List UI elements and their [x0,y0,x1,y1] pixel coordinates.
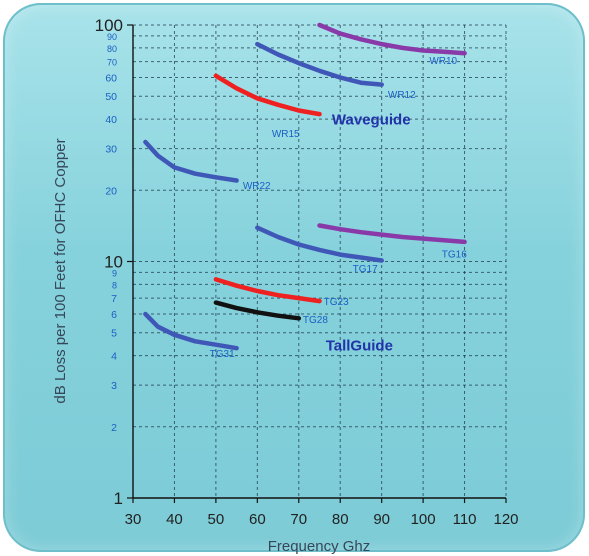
x-tick-label: 90 [373,511,390,528]
x-tick-label: 50 [208,511,225,528]
series-line-tg28 [213,300,302,321]
x-tick-label: 30 [125,511,142,528]
series-label-tg16: TG16 [442,250,467,261]
y-tick-label-minor: 40 [105,114,117,126]
y-tick-label-minor: 9 [112,268,117,278]
y-tick-label-major: 10 [104,253,123,272]
y-tick-label-minor: 30 [105,144,117,156]
series-line-tg17 [255,225,384,263]
series-line-wr22 [143,139,239,183]
y-tick-label-minor: 80 [107,44,117,54]
series-label-wr10: WR10 [429,56,457,67]
chart-card [3,3,585,552]
series-label-wr15: WR15 [272,129,300,140]
y-tick-label-minor: 8 [112,280,117,290]
series-label-wr22: WR22 [243,181,271,192]
section-label-tallguide: TallGuide [326,338,393,355]
label-layer: WR10 WR12 WR15 WR22 TG16 TG17 TG23 TG28 TG31 Wave… [210,56,468,360]
series-label-tg23: TG23 [324,297,349,308]
x-tick-label: 120 [493,511,518,528]
y-tick-label-minor: 60 [105,72,117,84]
x-tick-label: 70 [290,511,307,528]
y-tick-label-minor: 3 [111,380,117,392]
x-axis-label: Frequency Ghz [268,538,371,555]
x-tick-label: 80 [332,511,349,528]
series-layer [143,22,467,351]
y-tick-label-minor: 6 [111,309,117,321]
series-label-tg17: TG17 [353,264,378,275]
y-tick-label-minor: 4 [111,351,117,363]
x-tick-label: 100 [411,511,436,528]
y-tick-label-minor: 50 [105,91,117,103]
series-line-tg31 [143,311,239,351]
y-tick-label-minor: 7 [111,293,117,305]
y-tick-label-minor: 2 [111,422,117,434]
section-label-waveguide: Waveguide [332,111,411,128]
series-label-wr12: WR12 [388,90,416,101]
x-tick-label: 110 [453,511,477,528]
y-tick-label-major: 1 [114,489,123,508]
y-tick-label-minor: 20 [105,185,117,197]
x-tick-label: 40 [166,511,183,528]
series-line-wr12 [255,41,384,87]
tick-layer: 30 40 50 60 70 80 90 100 110 12011010023456789203… [95,16,519,528]
series-line-wr10 [317,22,467,56]
series-label-tg28: TG28 [303,315,328,326]
y-axis-label: dB Loss per 100 Feet for OFHC Copper [52,138,69,403]
grid-layer [132,24,507,499]
y-tick-label-minor: 90 [107,32,117,42]
y-tick-label-major: 100 [95,16,123,35]
series-line-tg23 [213,277,322,304]
x-tick-label: 60 [249,511,266,528]
series-label-tg31: TG31 [210,349,235,360]
series-line-tg16 [317,223,467,245]
series-line-wr15 [213,73,322,117]
y-tick-label-minor: 70 [107,58,117,68]
y-tick-label-minor: 5 [111,328,117,340]
